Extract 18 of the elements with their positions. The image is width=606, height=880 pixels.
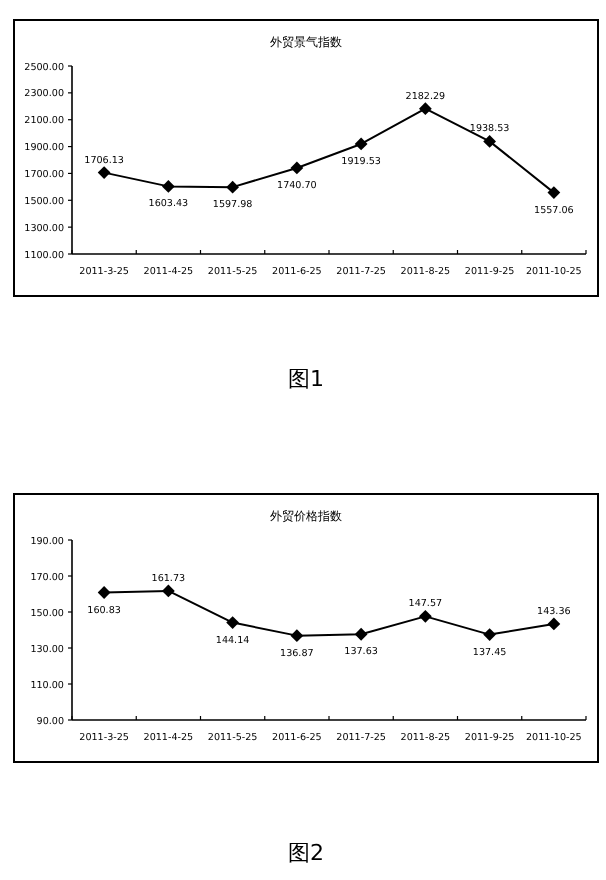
caption: 图1 [288, 366, 324, 392]
point [161, 180, 175, 193]
point [483, 628, 497, 641]
point [161, 584, 175, 598]
point [97, 586, 111, 599]
point [483, 135, 497, 148]
point [354, 627, 368, 641]
point [97, 166, 111, 180]
point [290, 629, 304, 643]
caption: 图2 [288, 840, 324, 866]
point [226, 616, 240, 629]
point [547, 186, 561, 200]
point [226, 180, 240, 194]
point [418, 102, 432, 116]
point [547, 617, 561, 631]
point [290, 161, 304, 175]
point [354, 137, 368, 151]
point [418, 609, 432, 623]
